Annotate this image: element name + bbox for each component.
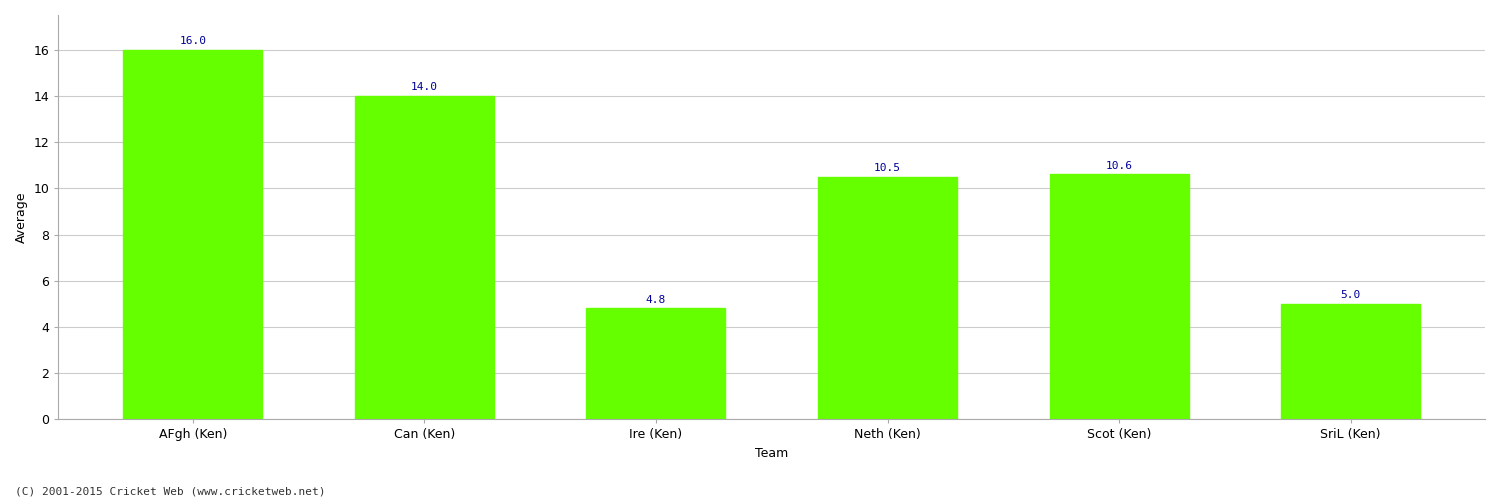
Bar (1050, 174, 1188, 420)
Text: 14.0: 14.0 (411, 82, 438, 92)
Text: 10.5: 10.5 (874, 164, 902, 173)
Text: 10.6: 10.6 (1106, 161, 1132, 171)
Text: 16.0: 16.0 (180, 36, 207, 46)
Bar (123, 50, 262, 420)
Bar (586, 308, 726, 420)
Bar (1281, 304, 1420, 420)
Text: 5.0: 5.0 (1341, 290, 1360, 300)
X-axis label: Team: Team (754, 447, 789, 460)
Bar (356, 96, 494, 420)
Bar (818, 177, 957, 420)
Text: 4.8: 4.8 (646, 295, 666, 305)
Text: (C) 2001-2015 Cricket Web (www.cricketweb.net): (C) 2001-2015 Cricket Web (www.cricketwe… (15, 487, 326, 497)
Y-axis label: Average: Average (15, 192, 28, 243)
